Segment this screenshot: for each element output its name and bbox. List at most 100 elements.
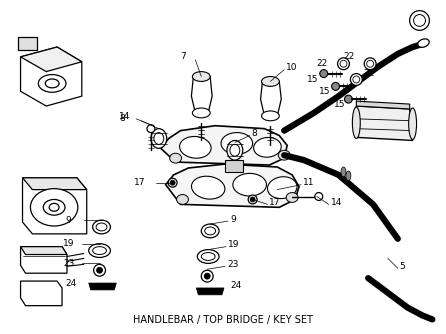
- Ellipse shape: [45, 79, 59, 88]
- Ellipse shape: [49, 203, 59, 211]
- Text: 15: 15: [307, 75, 318, 84]
- Ellipse shape: [89, 244, 111, 258]
- Text: 9: 9: [230, 215, 235, 224]
- Text: 15: 15: [334, 100, 345, 109]
- Text: 24: 24: [230, 282, 241, 291]
- Ellipse shape: [169, 153, 182, 163]
- Ellipse shape: [147, 125, 155, 133]
- Ellipse shape: [344, 95, 352, 103]
- Ellipse shape: [341, 167, 346, 177]
- Text: 19: 19: [63, 239, 74, 248]
- Text: 24: 24: [65, 279, 76, 288]
- Text: 7: 7: [181, 52, 186, 61]
- Polygon shape: [161, 126, 287, 165]
- Polygon shape: [196, 288, 224, 295]
- Text: 11: 11: [303, 178, 314, 187]
- Polygon shape: [356, 106, 413, 141]
- Ellipse shape: [201, 270, 213, 282]
- Ellipse shape: [201, 253, 215, 261]
- Text: 8: 8: [252, 129, 257, 138]
- Text: 17: 17: [269, 198, 281, 207]
- Bar: [17, 37, 37, 50]
- Ellipse shape: [261, 111, 279, 121]
- Ellipse shape: [367, 60, 374, 67]
- Ellipse shape: [168, 178, 177, 187]
- Ellipse shape: [221, 133, 252, 154]
- Ellipse shape: [278, 150, 290, 160]
- Ellipse shape: [201, 224, 219, 238]
- Ellipse shape: [346, 171, 351, 181]
- Ellipse shape: [197, 249, 219, 264]
- Polygon shape: [89, 283, 116, 290]
- Ellipse shape: [227, 141, 243, 160]
- Polygon shape: [21, 246, 67, 273]
- Ellipse shape: [38, 74, 66, 92]
- Ellipse shape: [93, 246, 107, 255]
- Ellipse shape: [351, 73, 362, 86]
- Ellipse shape: [261, 76, 279, 87]
- Text: 22: 22: [317, 59, 328, 68]
- Ellipse shape: [191, 176, 225, 199]
- Ellipse shape: [340, 60, 347, 67]
- Text: 14: 14: [330, 198, 342, 207]
- Ellipse shape: [250, 197, 255, 202]
- Polygon shape: [21, 47, 82, 71]
- Polygon shape: [21, 246, 67, 255]
- Ellipse shape: [177, 194, 189, 204]
- Text: 5: 5: [400, 262, 405, 271]
- Ellipse shape: [338, 58, 349, 70]
- Ellipse shape: [233, 173, 266, 196]
- Ellipse shape: [315, 193, 323, 200]
- Text: 22: 22: [343, 52, 355, 61]
- Text: 23: 23: [63, 259, 74, 268]
- Text: HANDLEBAR / TOP BRIDGE / KEY SET: HANDLEBAR / TOP BRIDGE / KEY SET: [133, 315, 313, 325]
- Ellipse shape: [364, 58, 376, 70]
- Text: 8: 8: [120, 114, 125, 123]
- Polygon shape: [191, 76, 212, 113]
- Ellipse shape: [96, 223, 107, 231]
- Ellipse shape: [204, 273, 210, 279]
- Polygon shape: [23, 178, 87, 190]
- Polygon shape: [21, 47, 82, 106]
- Ellipse shape: [151, 129, 167, 148]
- Ellipse shape: [418, 39, 429, 47]
- Text: 23: 23: [227, 260, 238, 269]
- Ellipse shape: [409, 108, 417, 140]
- Polygon shape: [21, 281, 62, 306]
- Ellipse shape: [154, 133, 164, 144]
- Ellipse shape: [286, 193, 298, 202]
- Text: 19: 19: [228, 240, 240, 249]
- Ellipse shape: [352, 107, 360, 139]
- Polygon shape: [356, 101, 409, 109]
- Ellipse shape: [254, 138, 281, 157]
- Polygon shape: [23, 178, 87, 234]
- Text: 10: 10: [286, 63, 297, 72]
- Ellipse shape: [180, 137, 211, 158]
- Text: cmsnl: cmsnl: [211, 178, 248, 191]
- Ellipse shape: [192, 71, 210, 81]
- Ellipse shape: [94, 264, 106, 276]
- Ellipse shape: [205, 227, 215, 235]
- Ellipse shape: [192, 108, 210, 118]
- Text: 17: 17: [134, 178, 146, 187]
- Text: 14: 14: [120, 112, 131, 121]
- Ellipse shape: [30, 189, 78, 226]
- Ellipse shape: [413, 15, 425, 26]
- Text: 22: 22: [363, 69, 375, 78]
- Ellipse shape: [170, 180, 175, 185]
- Ellipse shape: [93, 220, 111, 234]
- Ellipse shape: [43, 199, 65, 215]
- Polygon shape: [260, 81, 281, 116]
- Ellipse shape: [353, 76, 360, 83]
- Polygon shape: [166, 164, 299, 207]
- Text: 15: 15: [319, 87, 330, 96]
- Ellipse shape: [332, 82, 339, 90]
- Text: 9: 9: [65, 216, 71, 224]
- Bar: [225, 160, 243, 172]
- Ellipse shape: [248, 195, 257, 204]
- Ellipse shape: [409, 11, 429, 30]
- Ellipse shape: [97, 267, 103, 273]
- Ellipse shape: [230, 144, 240, 156]
- Ellipse shape: [268, 177, 297, 198]
- Ellipse shape: [320, 70, 328, 77]
